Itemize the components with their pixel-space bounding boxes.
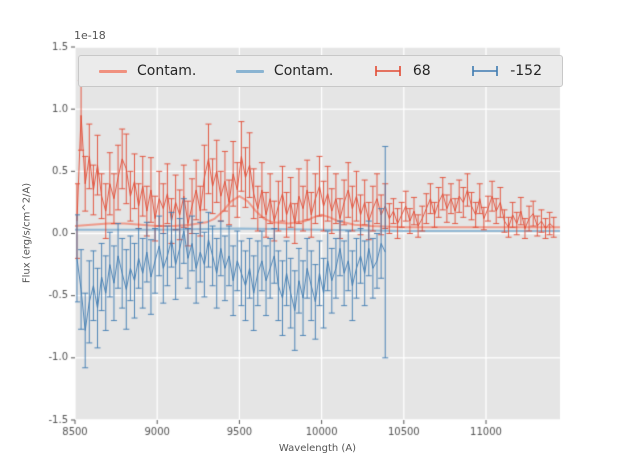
legend-item-minus152: -152: [470, 63, 542, 79]
legend: Contam. Contam. 68 -152: [78, 55, 563, 87]
legend-label: Contam.: [273, 63, 334, 79]
blue-line-swatch-icon: [235, 69, 264, 73]
x-axis-label: Wavelength (A): [278, 443, 357, 454]
legend-item-contam-red: Contam.: [99, 63, 196, 79]
y-axis-offset-text: 1e-18: [74, 29, 106, 42]
red-errorbar-swatch-icon: [373, 63, 403, 79]
legend-label: -152: [510, 63, 542, 79]
legend-item-68: 68: [373, 63, 431, 79]
blue-errorbar-swatch-icon: [470, 63, 500, 79]
legend-label: Contam.: [137, 63, 197, 79]
legend-label: 68: [412, 63, 431, 79]
y-axis-label: Flux (erg/s/cm^2/A): [21, 182, 33, 284]
legend-item-contam-blue: Contam.: [235, 63, 334, 79]
red-line-swatch-icon: [99, 69, 127, 73]
